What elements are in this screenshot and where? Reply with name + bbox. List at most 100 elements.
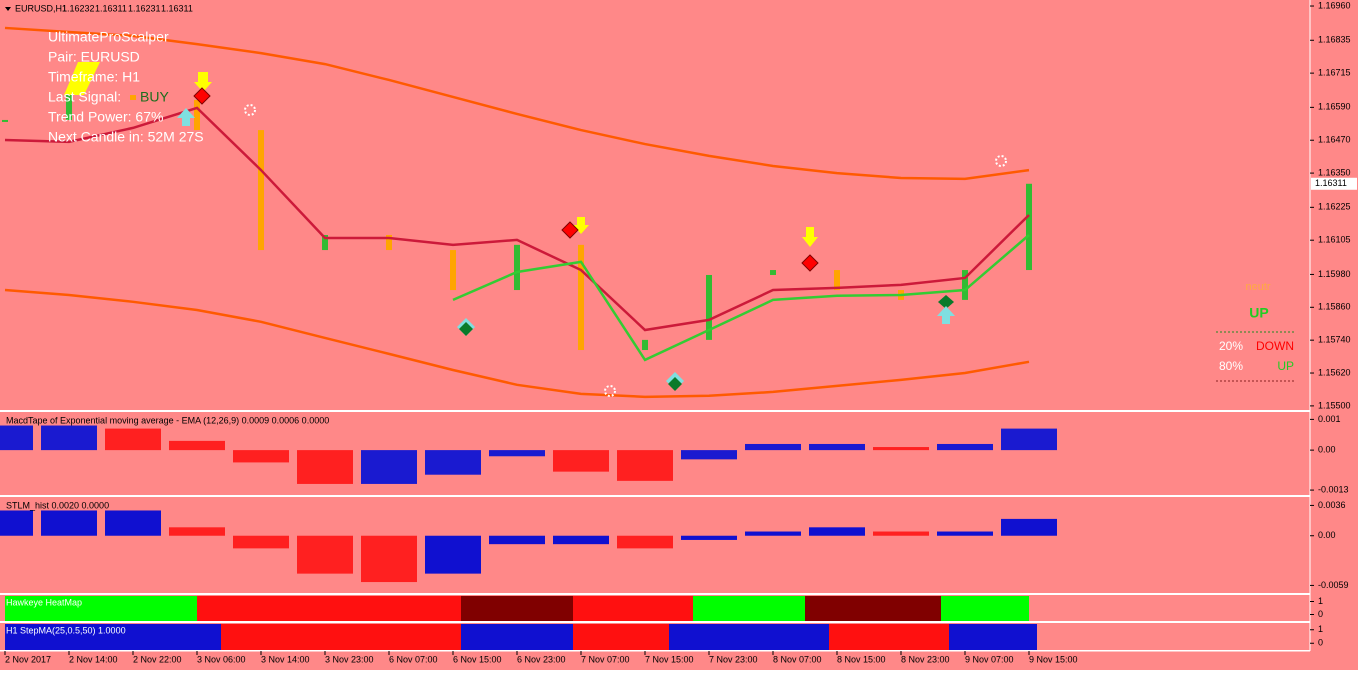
y-tick-label: 1.15860 [1318, 302, 1351, 312]
y-tick-label: 0 [1318, 609, 1323, 619]
info-title: UltimateProScalper [48, 29, 169, 45]
x-tick-label: 6 Nov 07:00 [389, 654, 438, 664]
histogram-bar [361, 535, 417, 583]
histogram-bar [233, 450, 289, 463]
histogram-bar [233, 535, 289, 549]
x-tick-label: 8 Nov 15:00 [837, 654, 886, 664]
histogram-bar [745, 443, 801, 451]
side-pct: 20% [1219, 339, 1243, 353]
histogram-bar [745, 531, 801, 536]
indicator-line [4, 26, 1030, 181]
buy-arrow [937, 306, 955, 324]
panel-title: STLM_hist 0.0020 0.0000 [6, 500, 109, 510]
info-signal: BUY [140, 89, 169, 105]
sun-marker [604, 385, 616, 397]
panel-title: Hawkeye HeatMap [6, 597, 82, 607]
y-tick-label: 1.16960 [1318, 0, 1351, 10]
main-plot [0, 0, 1310, 410]
price-bar [642, 339, 648, 351]
y-tick-label: 0.00 [1318, 530, 1336, 540]
y-tick-label: 1 [1318, 596, 1323, 606]
y-tick-label: 1.16590 [1318, 102, 1351, 112]
price-bar [1026, 183, 1032, 271]
sell-arrow [573, 217, 589, 234]
y-tick-label: 0.0036 [1318, 500, 1346, 510]
sell-diamond [801, 254, 819, 272]
heat-segment [573, 624, 669, 650]
histogram-bar [937, 443, 993, 451]
indicator-line [4, 106, 1030, 332]
price-bar [962, 270, 968, 300]
x-tick-label: 6 Nov 15:00 [453, 654, 502, 664]
y-tick-label: 1.15620 [1318, 367, 1351, 377]
info-pair: Pair: EURUSD [48, 49, 140, 65]
heat-segment [221, 624, 461, 650]
histogram-bar [105, 510, 161, 536]
y-tick-label: 1.16835 [1318, 35, 1351, 45]
x-tick-label: 7 Nov 15:00 [645, 654, 694, 664]
histogram-bar [553, 535, 609, 545]
price-bar [258, 130, 264, 251]
heat-segment [197, 596, 461, 621]
x-tick-label: 3 Nov 23:00 [325, 654, 374, 664]
symbol: EURUSD,H1 [15, 3, 67, 13]
side-state: neutr [1245, 281, 1270, 293]
buy-diamond [668, 377, 682, 391]
side-pct: 80% [1219, 359, 1243, 373]
heat-segment [829, 624, 949, 650]
time-axis [0, 651, 1358, 670]
heat-segment [949, 624, 1037, 650]
price-axis [1310, 0, 1358, 652]
histogram-bar [425, 450, 481, 475]
sell-diamond [193, 87, 211, 105]
price-bar [66, 95, 72, 120]
y-tick-label: 1.16470 [1318, 135, 1351, 145]
x-tick-label: 9 Nov 15:00 [1029, 654, 1078, 664]
buy-diamond [459, 322, 473, 336]
histogram-bar [1001, 518, 1057, 536]
side-label: DOWN [1256, 339, 1294, 353]
price-bar [706, 274, 712, 340]
side-label: UP [1277, 359, 1294, 373]
histogram-bar [425, 535, 481, 574]
histogram-bar [0, 425, 33, 451]
ohlc-open: 1.16232 [62, 3, 95, 13]
price-bar [450, 250, 456, 291]
info-next-candle: Next Candle in: 52M 27S [48, 129, 204, 145]
heat-segment [5, 596, 197, 621]
y-tick-label: 1.16715 [1318, 68, 1351, 78]
histogram-bar [41, 510, 97, 536]
heat-segment [669, 624, 829, 650]
info-timeframe: Timeframe: H1 [48, 69, 140, 85]
y-tick-label: 1.16225 [1318, 202, 1351, 212]
side-signal: UP [1249, 305, 1268, 321]
histogram-bar [873, 531, 929, 536]
indicator-line [4, 288, 1030, 399]
y-tick-label: 0.00 [1318, 444, 1336, 454]
x-tick-label: 2 Nov 14:00 [69, 654, 118, 664]
histogram-bar [105, 428, 161, 451]
y-tick-label: 0.001 [1318, 414, 1341, 424]
heat-segment [461, 596, 573, 621]
panel-title: H1 StepMA(25,0.5,50) 1.0000 [6, 625, 126, 635]
x-tick-label: 8 Nov 23:00 [901, 654, 950, 664]
price-bar [578, 244, 584, 351]
price-bar [386, 234, 392, 251]
price-bar [770, 270, 776, 275]
price-bar [130, 95, 136, 100]
sell-arrow [194, 72, 212, 92]
menu-arrow[interactable] [5, 7, 11, 11]
histogram-bar [809, 527, 865, 536]
x-tick-label: 7 Nov 23:00 [709, 654, 758, 664]
y-tick-label: 1.15500 [1318, 400, 1351, 410]
histogram-bar [873, 447, 929, 451]
heat-segment [941, 596, 1029, 621]
ohlc-high: 1.16311 [95, 3, 127, 13]
heat-segment [805, 596, 941, 621]
current-price: 1.16311 [1315, 178, 1347, 188]
info-trend-power: Trend Power: 67% [48, 109, 163, 125]
sun-marker [244, 104, 256, 116]
price-bar [322, 234, 328, 251]
